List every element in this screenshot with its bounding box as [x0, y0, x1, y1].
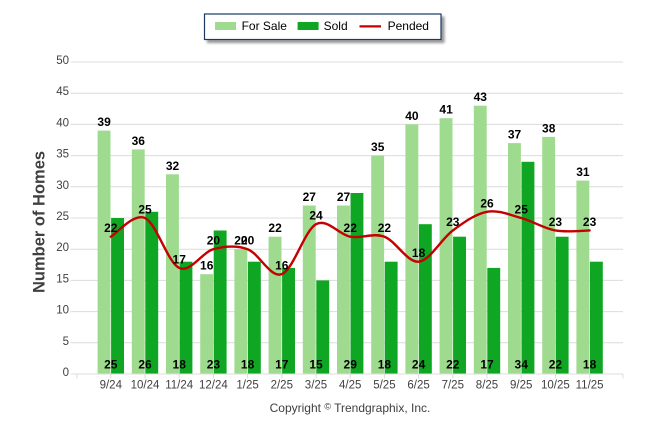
svg-text:11/24: 11/24	[165, 380, 194, 392]
svg-text:41: 41	[439, 103, 453, 117]
svg-text:Number of Homes: Number of Homes	[31, 151, 49, 293]
svg-text:20: 20	[56, 242, 69, 254]
svg-text:50: 50	[56, 55, 69, 67]
svg-text:18: 18	[583, 358, 597, 372]
svg-text:25: 25	[104, 358, 118, 372]
svg-text:24: 24	[309, 209, 323, 223]
svg-text:24: 24	[412, 358, 426, 372]
svg-text:22: 22	[344, 221, 358, 235]
svg-text:27: 27	[337, 190, 351, 204]
svg-text:5: 5	[63, 336, 69, 348]
svg-text:26: 26	[480, 196, 494, 210]
svg-text:6/25: 6/25	[407, 380, 429, 392]
svg-text:3/25: 3/25	[305, 380, 327, 392]
svg-text:25: 25	[138, 203, 152, 217]
svg-text:40: 40	[56, 117, 69, 129]
svg-text:For Sale: For Sale	[242, 19, 288, 33]
svg-text:45: 45	[56, 86, 69, 98]
svg-text:15: 15	[309, 358, 323, 372]
svg-text:22: 22	[549, 358, 563, 372]
svg-text:22: 22	[268, 221, 282, 235]
svg-text:5/25: 5/25	[373, 380, 395, 392]
svg-text:20: 20	[241, 234, 255, 248]
svg-text:15: 15	[56, 273, 69, 285]
svg-text:37: 37	[508, 128, 522, 142]
svg-text:26: 26	[138, 358, 152, 372]
svg-text:23: 23	[446, 215, 460, 229]
svg-text:20: 20	[207, 234, 221, 248]
svg-text:40: 40	[405, 109, 419, 123]
svg-text:18: 18	[378, 358, 392, 372]
svg-text:23: 23	[583, 215, 597, 229]
svg-text:9/24: 9/24	[100, 380, 123, 392]
svg-text:9/25: 9/25	[510, 380, 532, 392]
svg-text:17: 17	[173, 252, 187, 266]
svg-text:31: 31	[576, 165, 590, 179]
svg-text:22: 22	[104, 221, 118, 235]
svg-text:29: 29	[344, 358, 358, 372]
svg-text:18: 18	[173, 358, 187, 372]
svg-text:11/25: 11/25	[576, 380, 604, 392]
svg-text:35: 35	[56, 149, 69, 161]
svg-text:39: 39	[97, 115, 111, 129]
svg-text:Pended: Pended	[388, 19, 429, 33]
svg-text:35: 35	[371, 140, 385, 154]
svg-text:18: 18	[412, 246, 426, 260]
svg-text:23: 23	[549, 215, 563, 229]
svg-text:8/25: 8/25	[476, 380, 498, 392]
svg-text:10: 10	[56, 305, 69, 317]
svg-text:2/25: 2/25	[271, 380, 293, 392]
svg-text:10/24: 10/24	[131, 380, 160, 392]
svg-text:27: 27	[303, 190, 317, 204]
svg-text:0: 0	[63, 367, 69, 379]
svg-text:1/25: 1/25	[236, 380, 258, 392]
svg-text:38: 38	[542, 121, 556, 135]
svg-text:Copyright © Trendgraphix, Inc.: Copyright © Trendgraphix, Inc.	[270, 401, 431, 415]
svg-text:34: 34	[515, 358, 529, 372]
svg-text:16: 16	[200, 259, 214, 273]
svg-text:36: 36	[132, 134, 146, 148]
svg-text:17: 17	[480, 358, 494, 372]
svg-text:32: 32	[166, 159, 180, 173]
svg-text:25: 25	[56, 211, 69, 223]
svg-text:23: 23	[207, 358, 221, 372]
svg-text:20: 20	[234, 234, 248, 248]
svg-text:10/25: 10/25	[541, 380, 570, 392]
svg-text:Sold: Sold	[324, 19, 348, 33]
svg-text:7/25: 7/25	[442, 380, 464, 392]
svg-text:18: 18	[241, 358, 255, 372]
svg-text:16: 16	[275, 259, 289, 273]
svg-text:25: 25	[515, 203, 529, 217]
svg-text:30: 30	[56, 180, 69, 192]
svg-text:12/24: 12/24	[199, 380, 228, 392]
svg-text:4/25: 4/25	[339, 380, 361, 392]
svg-text:17: 17	[275, 358, 289, 372]
svg-text:43: 43	[474, 90, 488, 104]
svg-text:22: 22	[446, 358, 460, 372]
svg-text:22: 22	[378, 221, 392, 235]
